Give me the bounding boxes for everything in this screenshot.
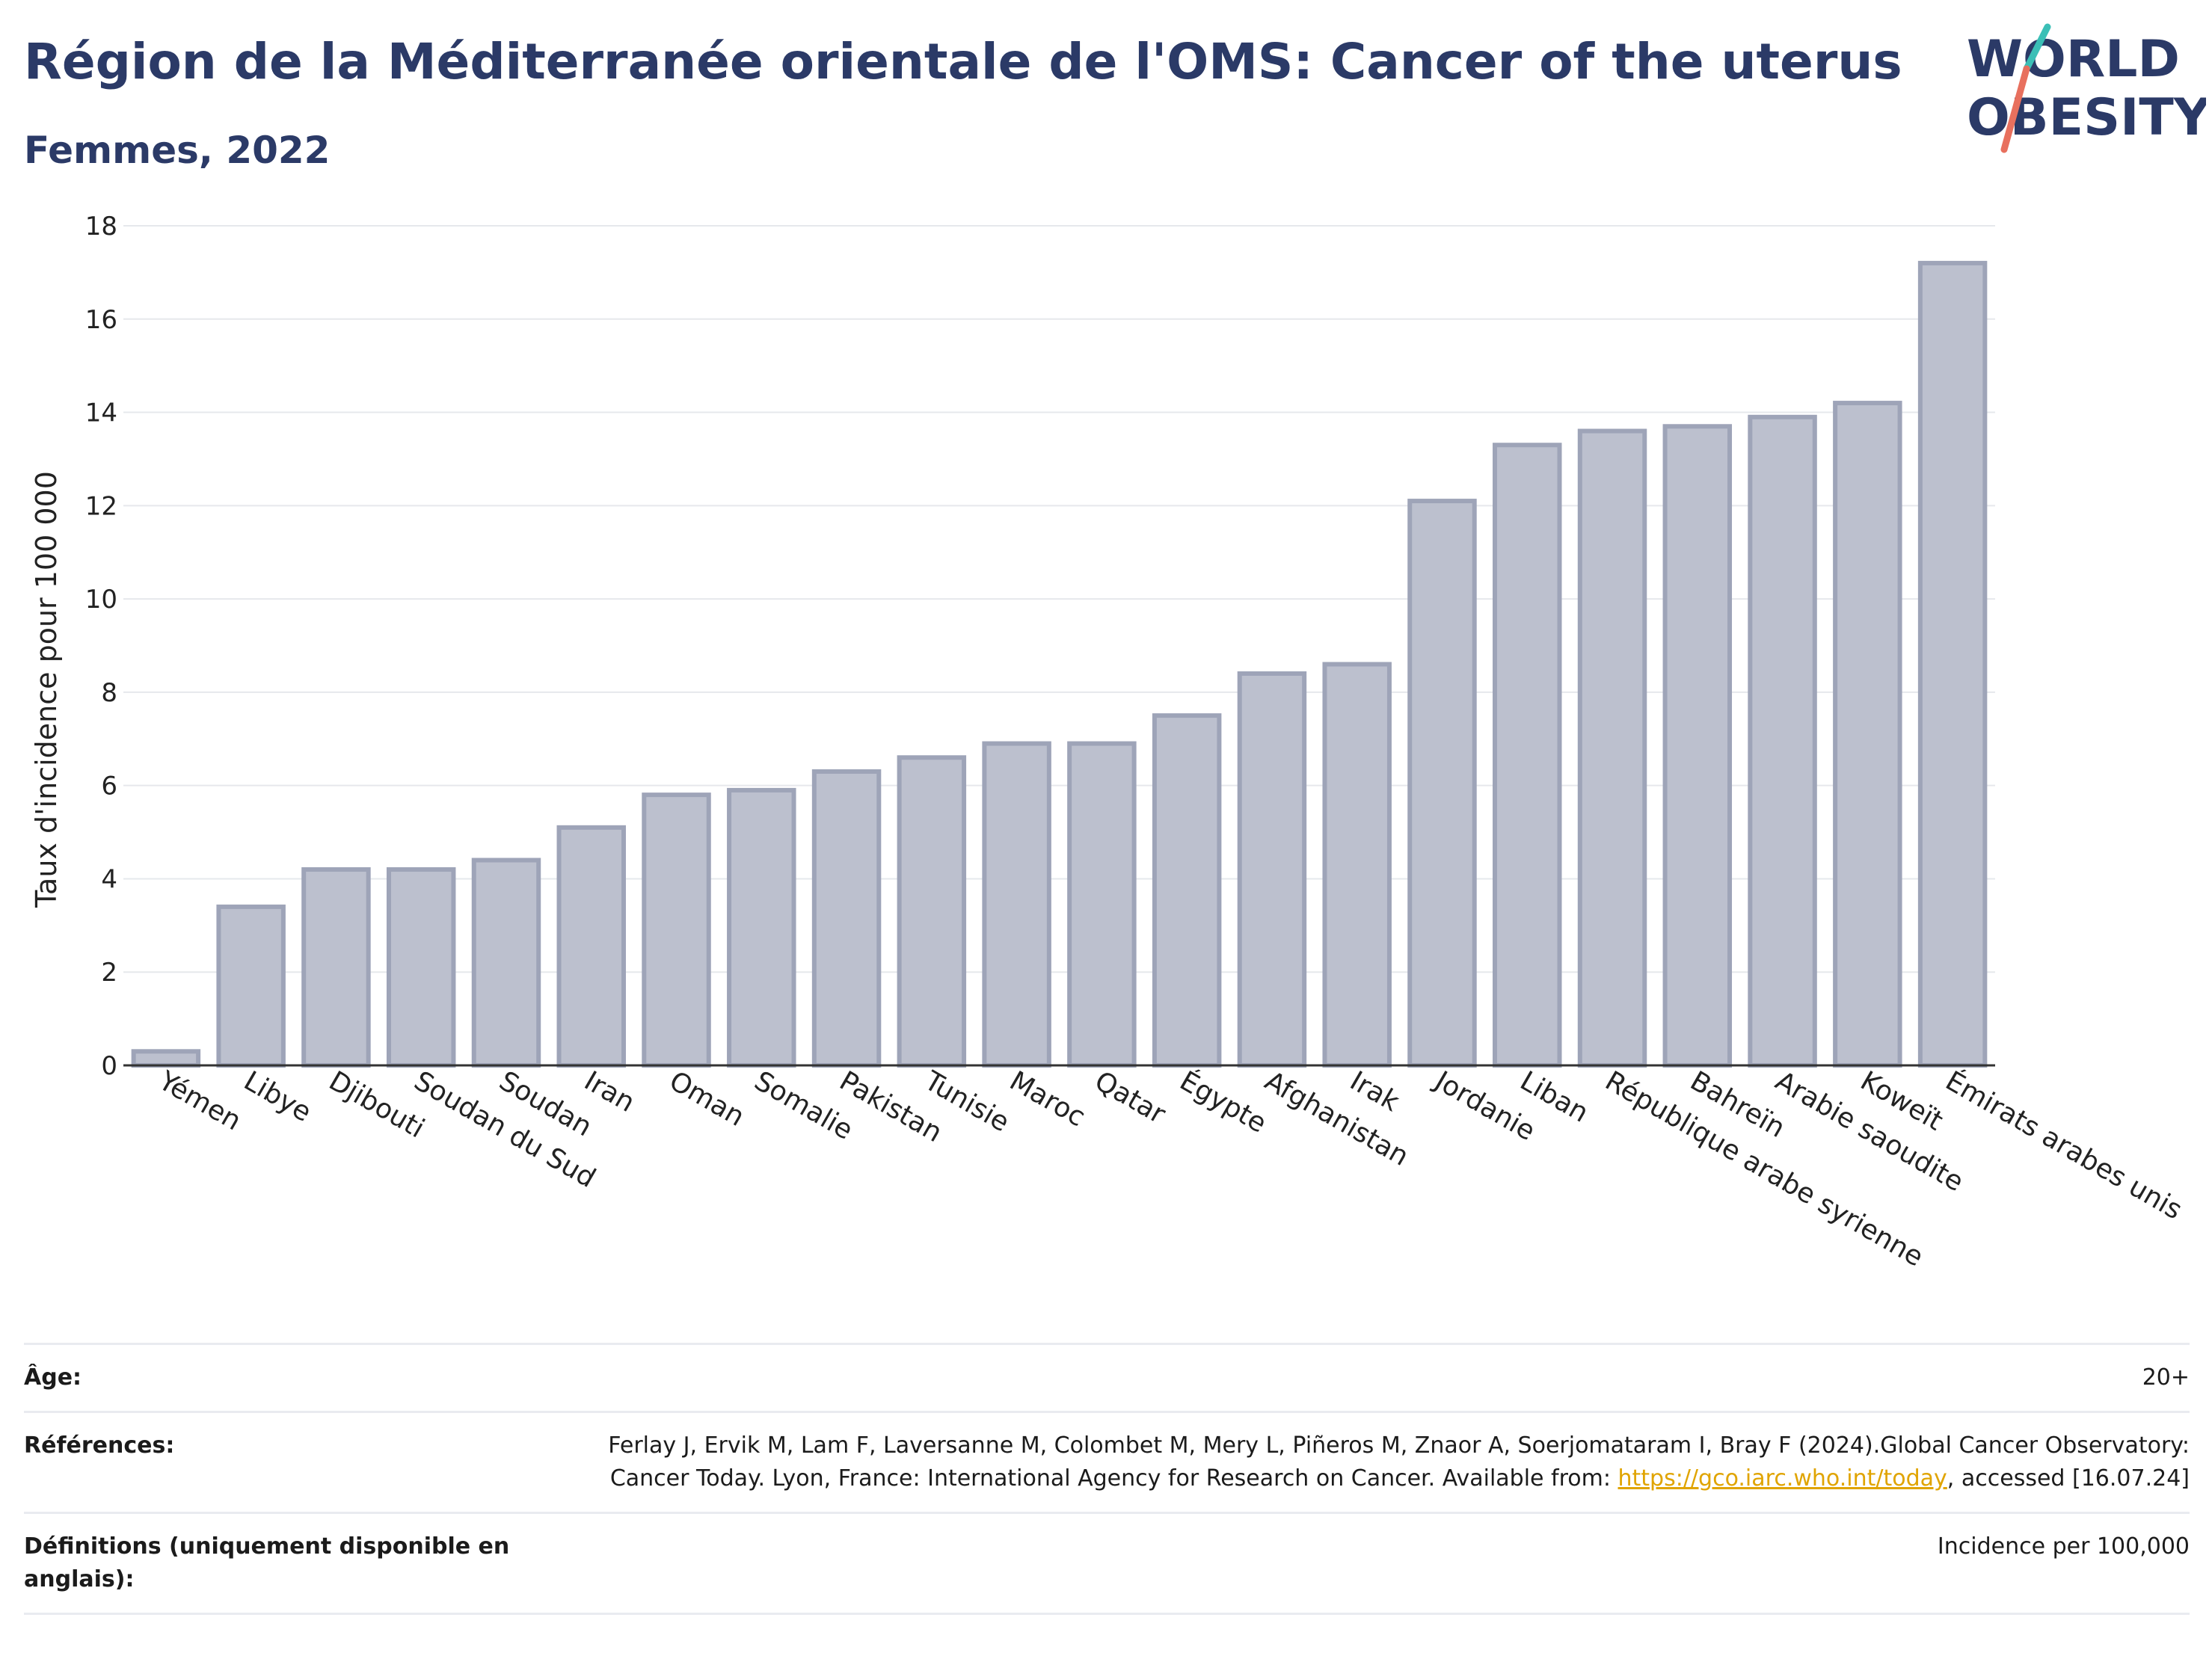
x-category-label: Qatar [1090, 1065, 1170, 1130]
x-category-label: Égypte [1175, 1065, 1272, 1139]
world-obesity-logo: WORLD OBESITY [1967, 23, 2206, 153]
bar [727, 787, 796, 1068]
y-tick-label: 16 [85, 305, 117, 335]
y-tick-label: 4 [101, 864, 117, 894]
bar [1748, 414, 1817, 1068]
y-axis-title: Taux d'incidence pour 100 000 [30, 471, 63, 908]
page-subtitle: Femmes, 2022 [24, 129, 331, 172]
bar [1407, 499, 1477, 1068]
x-category-label: Libye [239, 1065, 316, 1128]
bar [556, 825, 626, 1068]
y-tick-label: 12 [85, 491, 117, 521]
references-value: Ferlay J, Ervik M, Lam F, Laversanne M, … [582, 1429, 2190, 1495]
references-link[interactable]: https://gco.iarc.who.int/today [1617, 1465, 1947, 1492]
y-tick-label: 18 [85, 212, 117, 241]
x-category-label: Somalie [749, 1065, 858, 1146]
bar [1322, 662, 1392, 1068]
bar [471, 858, 541, 1068]
info-row-definitions: Définitions (uniquement disponible en an… [24, 1512, 2190, 1615]
x-category-label: Afghanistan [1259, 1065, 1413, 1172]
bar [811, 769, 882, 1068]
bar [897, 755, 967, 1068]
y-tick-label: 0 [101, 1051, 117, 1081]
definitions-value: Incidence per 100,000 [1937, 1533, 2190, 1560]
references-text: Ferlay J, Ervik M, Lam F, Laversanne M, … [608, 1432, 2190, 1492]
bar [1577, 428, 1647, 1068]
bar [642, 792, 711, 1068]
bar [1493, 443, 1562, 1068]
bar [1833, 401, 1902, 1068]
definitions-label: Définitions (uniquement disponible en an… [24, 1533, 510, 1592]
bar [1662, 424, 1733, 1068]
bar [386, 867, 456, 1068]
x-category-label: Oman [664, 1065, 749, 1133]
age-value: 20+ [2142, 1364, 2190, 1391]
x-category-label: Yémen [153, 1065, 247, 1137]
references-suffix: , accessed [16.07.24] [1947, 1465, 2190, 1492]
info-row-references: Références: Ferlay J, Ervik M, Lam F, La… [24, 1411, 2190, 1512]
y-tick-label: 2 [101, 958, 117, 988]
x-category-label: Émirats arabes unis [1941, 1065, 2188, 1225]
bars [131, 260, 1988, 1068]
info-row-age: Âge: 20+ [24, 1343, 2190, 1411]
x-category-label: Irak [1345, 1065, 1404, 1118]
age-label: Âge: [24, 1364, 82, 1391]
bar [131, 1049, 201, 1068]
bar [1067, 741, 1137, 1068]
page-title: Région de la Méditerranée orientale de l… [24, 33, 1902, 90]
y-tick-label: 10 [85, 585, 117, 615]
y-tick-label: 8 [101, 678, 117, 708]
y-tick-label: 14 [85, 398, 117, 428]
references-label: Références: [24, 1432, 175, 1459]
info-table: Âge: 20+ Références: Ferlay J, Ervik M, … [24, 1343, 2190, 1615]
x-category-label: Maroc [1004, 1065, 1090, 1133]
bar [1152, 713, 1222, 1068]
bar [301, 867, 371, 1068]
bar [216, 904, 286, 1068]
bar [982, 741, 1051, 1068]
svg-text:WORLD: WORLD [1967, 30, 2180, 89]
bar [1917, 260, 1988, 1068]
y-tick-label: 6 [101, 772, 117, 801]
bar [1237, 671, 1307, 1068]
y-tick-labels: 0 2 4 6 8 10 12 14 16 18 [85, 212, 117, 1081]
x-category-label: Djibouti [324, 1065, 429, 1144]
